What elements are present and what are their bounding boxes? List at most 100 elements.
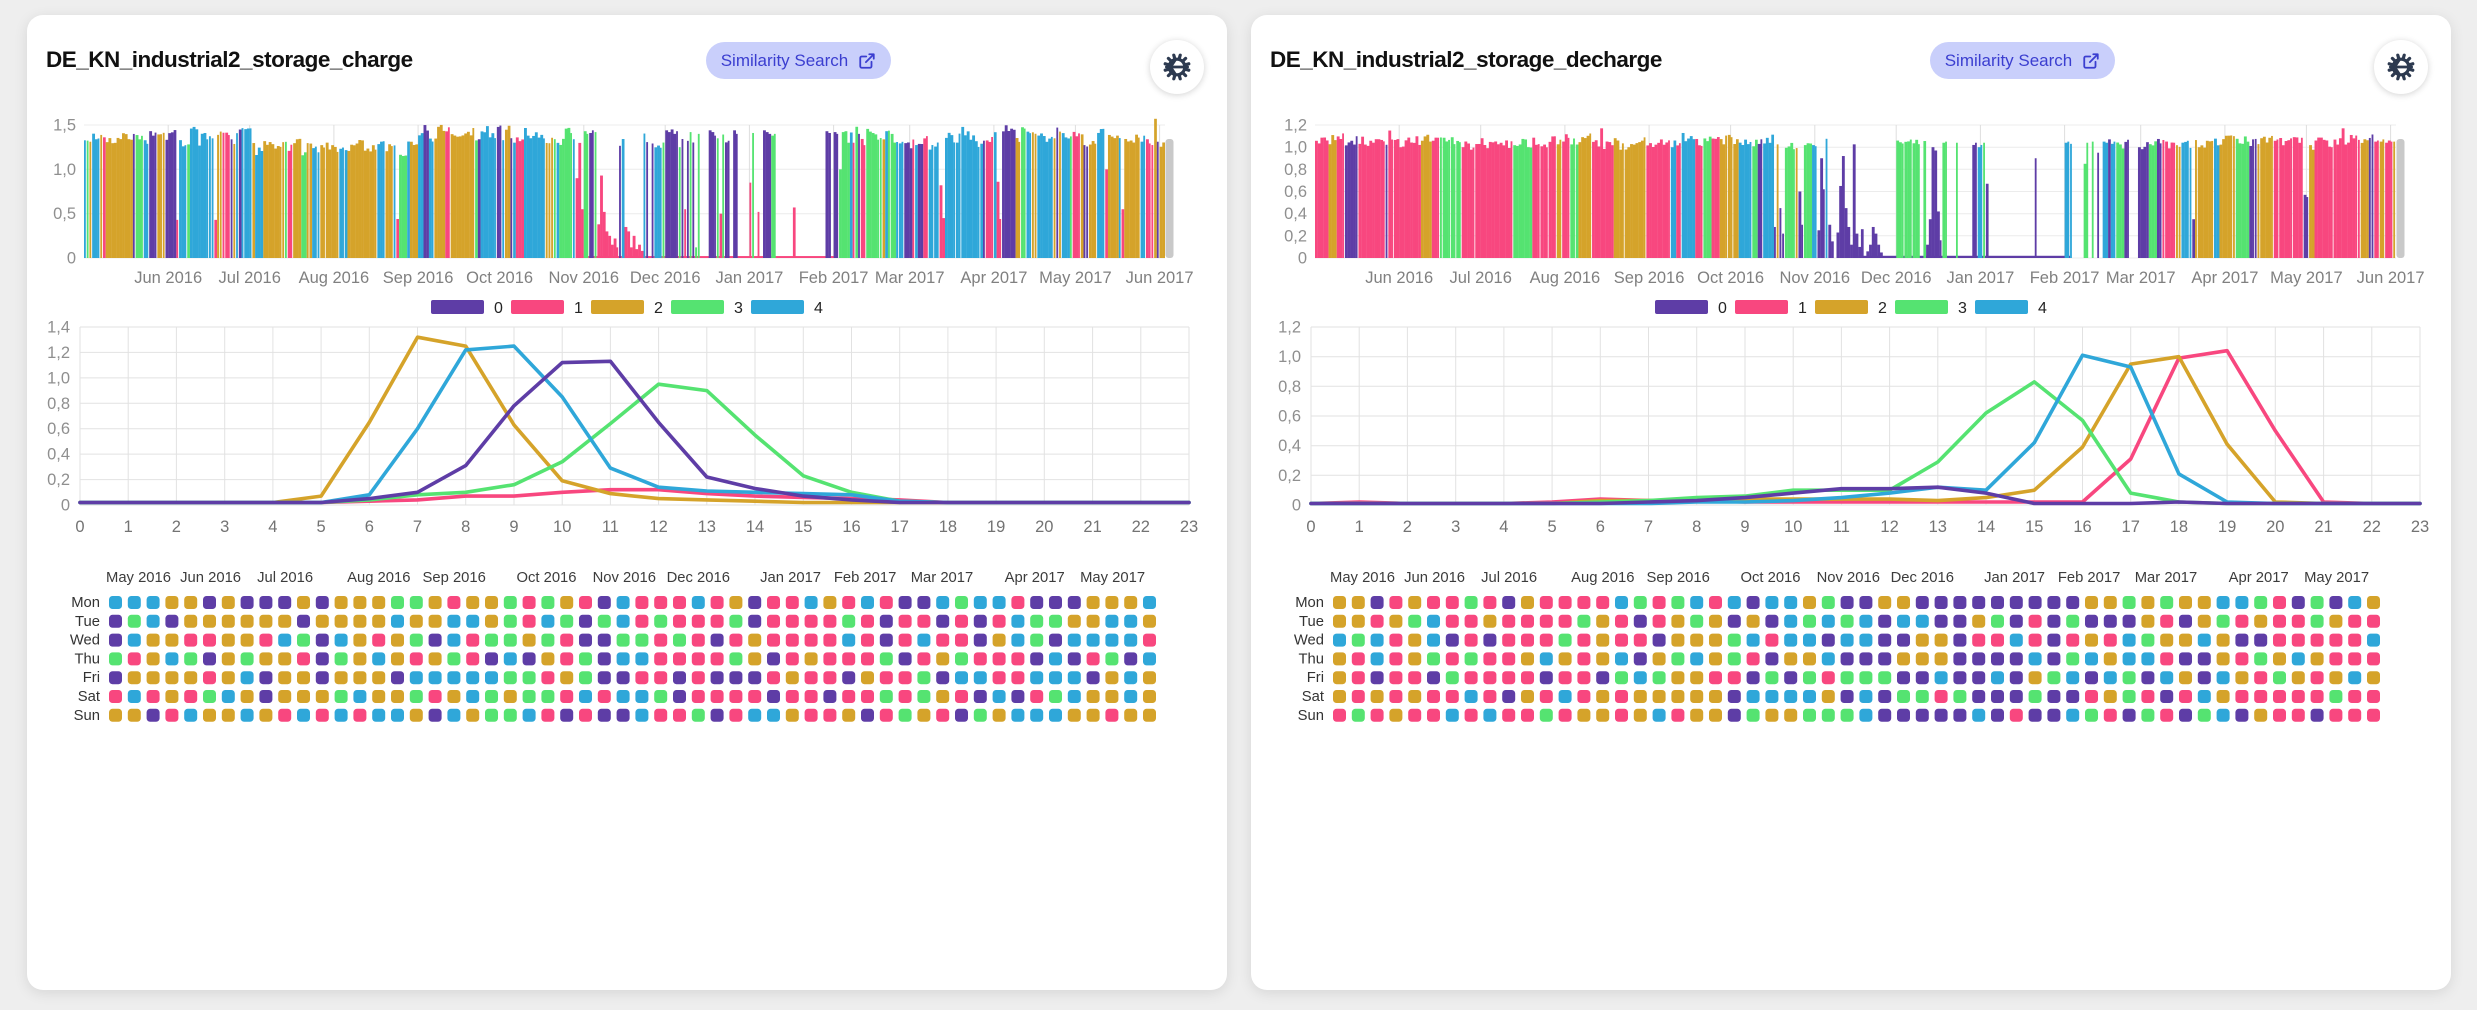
svg-text:1,0: 1,0 xyxy=(1278,348,1301,366)
svg-text:Dec 2016: Dec 2016 xyxy=(1891,570,1954,586)
svg-text:1,5: 1,5 xyxy=(53,117,76,135)
svg-text:3: 3 xyxy=(1958,300,1967,317)
svg-text:Sep 2016: Sep 2016 xyxy=(1647,570,1710,586)
svg-text:8: 8 xyxy=(461,518,470,536)
svg-text:Jun 2016: Jun 2016 xyxy=(1404,570,1465,586)
svg-text:0: 0 xyxy=(61,497,70,515)
svg-text:19: 19 xyxy=(2218,518,2236,536)
svg-text:Tue: Tue xyxy=(1299,614,1324,630)
svg-text:1,0: 1,0 xyxy=(1284,139,1307,157)
svg-text:Nov 2016: Nov 2016 xyxy=(593,570,656,586)
svg-text:Sun: Sun xyxy=(74,708,100,724)
svg-text:17: 17 xyxy=(2122,518,2140,536)
svg-text:2: 2 xyxy=(172,518,181,536)
svg-text:10: 10 xyxy=(1784,518,1802,536)
svg-text:12: 12 xyxy=(1880,518,1898,536)
svg-text:Apr 2017: Apr 2017 xyxy=(960,269,1027,287)
svg-text:11: 11 xyxy=(602,518,619,536)
svg-text:Dec 2016: Dec 2016 xyxy=(667,570,730,586)
svg-text:Jan 2017: Jan 2017 xyxy=(715,269,783,287)
svg-text:Sep 2016: Sep 2016 xyxy=(1614,269,1685,287)
svg-text:0: 0 xyxy=(1298,250,1307,268)
svg-text:4: 4 xyxy=(2038,300,2047,317)
svg-text:Oct 2016: Oct 2016 xyxy=(1697,269,1764,287)
svg-text:Nov 2016: Nov 2016 xyxy=(548,269,619,287)
svg-text:0,8: 0,8 xyxy=(1284,161,1307,179)
svg-text:6: 6 xyxy=(365,518,374,536)
svg-text:21: 21 xyxy=(1083,518,1101,536)
svg-text:15: 15 xyxy=(794,518,812,536)
svg-text:Jan 2017: Jan 2017 xyxy=(760,570,821,586)
svg-text:Thu: Thu xyxy=(75,651,101,667)
svg-text:Sat: Sat xyxy=(78,689,100,705)
svg-text:Oct 2016: Oct 2016 xyxy=(516,570,576,586)
svg-text:Jul 2016: Jul 2016 xyxy=(257,570,313,586)
svg-text:Nov 2016: Nov 2016 xyxy=(1779,269,1850,287)
svg-text:7: 7 xyxy=(1644,518,1653,536)
svg-text:0,8: 0,8 xyxy=(47,395,70,413)
svg-text:Dec 2016: Dec 2016 xyxy=(630,269,701,287)
svg-text:8: 8 xyxy=(1692,518,1701,536)
svg-text:21: 21 xyxy=(2314,518,2332,536)
svg-text:16: 16 xyxy=(2073,518,2091,536)
svg-text:1: 1 xyxy=(574,300,583,317)
svg-text:Jan 2017: Jan 2017 xyxy=(1946,269,2014,287)
svg-text:1,4: 1,4 xyxy=(47,319,70,337)
svg-text:14: 14 xyxy=(1977,518,1995,536)
svg-text:1,2: 1,2 xyxy=(1284,117,1307,135)
svg-text:16: 16 xyxy=(842,518,860,536)
svg-text:18: 18 xyxy=(2170,518,2188,536)
svg-text:0,8: 0,8 xyxy=(1278,378,1301,396)
svg-text:1,0: 1,0 xyxy=(47,369,70,387)
svg-text:4: 4 xyxy=(268,518,277,536)
svg-text:3: 3 xyxy=(220,518,229,536)
svg-text:Apr 2017: Apr 2017 xyxy=(2229,570,2289,586)
svg-text:Feb 2017: Feb 2017 xyxy=(834,570,897,586)
svg-text:11: 11 xyxy=(1833,518,1850,536)
svg-text:3: 3 xyxy=(734,300,743,317)
svg-text:Mar 2017: Mar 2017 xyxy=(2106,269,2176,287)
svg-text:22: 22 xyxy=(2363,518,2381,536)
svg-text:5: 5 xyxy=(317,518,326,536)
svg-text:Sep 2016: Sep 2016 xyxy=(383,269,454,287)
svg-text:23: 23 xyxy=(2411,518,2429,536)
svg-text:Jul 2016: Jul 2016 xyxy=(1450,269,1512,287)
svg-text:Jun 2016: Jun 2016 xyxy=(1365,269,1433,287)
svg-text:0,4: 0,4 xyxy=(47,446,70,464)
svg-text:0: 0 xyxy=(67,250,76,268)
svg-text:13: 13 xyxy=(1929,518,1947,536)
svg-text:0,4: 0,4 xyxy=(1284,205,1307,223)
svg-text:19: 19 xyxy=(987,518,1005,536)
svg-text:Wed: Wed xyxy=(1294,633,1324,649)
svg-text:Jul 2016: Jul 2016 xyxy=(219,269,281,287)
svg-text:0,2: 0,2 xyxy=(47,471,70,489)
svg-text:Jun 2017: Jun 2017 xyxy=(2357,269,2425,287)
svg-text:10: 10 xyxy=(553,518,571,536)
svg-text:Aug 2016: Aug 2016 xyxy=(299,269,370,287)
svg-text:0,5: 0,5 xyxy=(53,205,76,223)
svg-text:0: 0 xyxy=(1292,497,1301,515)
svg-text:20: 20 xyxy=(1035,518,1053,536)
svg-text:Feb 2017: Feb 2017 xyxy=(2058,570,2121,586)
svg-text:Apr 2017: Apr 2017 xyxy=(1005,570,1065,586)
svg-text:Jan 2017: Jan 2017 xyxy=(1984,570,2045,586)
svg-text:2: 2 xyxy=(1403,518,1412,536)
svg-text:Sep 2016: Sep 2016 xyxy=(423,570,486,586)
svg-text:Sun: Sun xyxy=(1298,708,1324,724)
svg-text:4: 4 xyxy=(814,300,823,317)
svg-text:Mar 2017: Mar 2017 xyxy=(2135,570,2198,586)
svg-text:22: 22 xyxy=(1132,518,1150,536)
svg-text:May 2017: May 2017 xyxy=(1080,570,1145,586)
svg-text:15: 15 xyxy=(2025,518,2043,536)
svg-text:Fri: Fri xyxy=(83,670,100,686)
svg-text:18: 18 xyxy=(939,518,957,536)
svg-text:Tue: Tue xyxy=(75,614,100,630)
svg-text:1,0: 1,0 xyxy=(53,161,76,179)
svg-text:23: 23 xyxy=(1180,518,1198,536)
svg-text:Mar 2017: Mar 2017 xyxy=(875,269,945,287)
svg-text:5: 5 xyxy=(1548,518,1557,536)
svg-text:Jun 2016: Jun 2016 xyxy=(134,269,202,287)
svg-text:Feb 2017: Feb 2017 xyxy=(2030,269,2100,287)
svg-text:14: 14 xyxy=(746,518,764,536)
svg-text:2: 2 xyxy=(1878,300,1887,317)
